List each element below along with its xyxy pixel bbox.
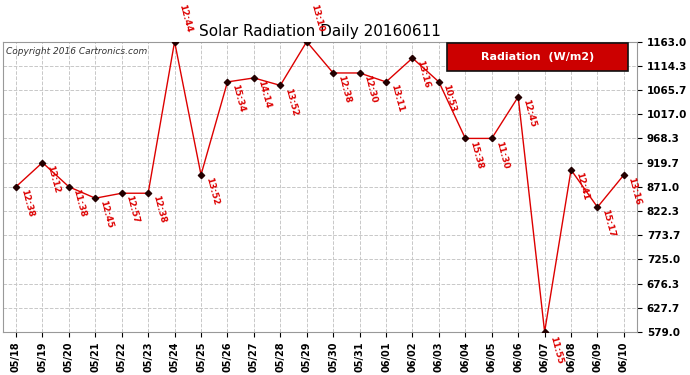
Point [460,135,471,141]
Text: 12:44: 12:44 [177,3,193,33]
Text: 13:10: 13:10 [309,3,326,33]
Text: 13:12: 13:12 [45,164,61,194]
Text: 13:11: 13:11 [388,83,405,113]
Text: 12:57: 12:57 [124,195,141,225]
Point [328,70,339,76]
Text: 13:16: 13:16 [415,60,431,90]
Point [486,135,497,141]
Text: 11:30: 11:30 [495,140,511,170]
Text: 12:45: 12:45 [521,98,537,128]
Point [63,184,75,190]
Point [539,329,550,335]
Point [222,79,233,85]
Point [433,79,444,85]
Point [143,190,154,196]
Text: Radiation  (W/m2): Radiation (W/m2) [481,52,594,62]
Text: 13:52: 13:52 [204,176,219,206]
Point [195,172,206,178]
Point [302,39,313,45]
Point [618,172,629,178]
Point [248,75,259,81]
Point [407,55,418,61]
Point [380,79,391,85]
Point [90,195,101,201]
Point [566,167,577,173]
Point [116,190,127,196]
Point [10,184,21,190]
Text: 13:52: 13:52 [283,87,299,117]
Text: 12:38: 12:38 [336,74,352,104]
Point [275,82,286,88]
Text: 12:41: 12:41 [573,171,590,201]
FancyBboxPatch shape [447,43,628,70]
Text: 12:45: 12:45 [98,200,114,230]
Text: 12:38: 12:38 [19,188,34,218]
Text: 15:34: 15:34 [230,83,246,114]
Text: 13:16: 13:16 [627,176,642,206]
Text: 15:38: 15:38 [468,140,484,170]
Text: Copyright 2016 Cartronics.com: Copyright 2016 Cartronics.com [6,48,147,57]
Title: Solar Radiation Daily 20160611: Solar Radiation Daily 20160611 [199,24,441,39]
Text: 12:30: 12:30 [362,74,378,104]
Text: 11:55: 11:55 [549,335,564,365]
Text: 14:14: 14:14 [257,80,273,110]
Point [169,39,180,45]
Text: 15:17: 15:17 [600,209,616,239]
Text: 11:38: 11:38 [72,188,88,218]
Point [354,70,365,76]
Text: 12:38: 12:38 [151,195,167,225]
Point [37,160,48,166]
Point [513,94,524,100]
Text: 10:53: 10:53 [442,83,457,113]
Point [592,204,603,210]
